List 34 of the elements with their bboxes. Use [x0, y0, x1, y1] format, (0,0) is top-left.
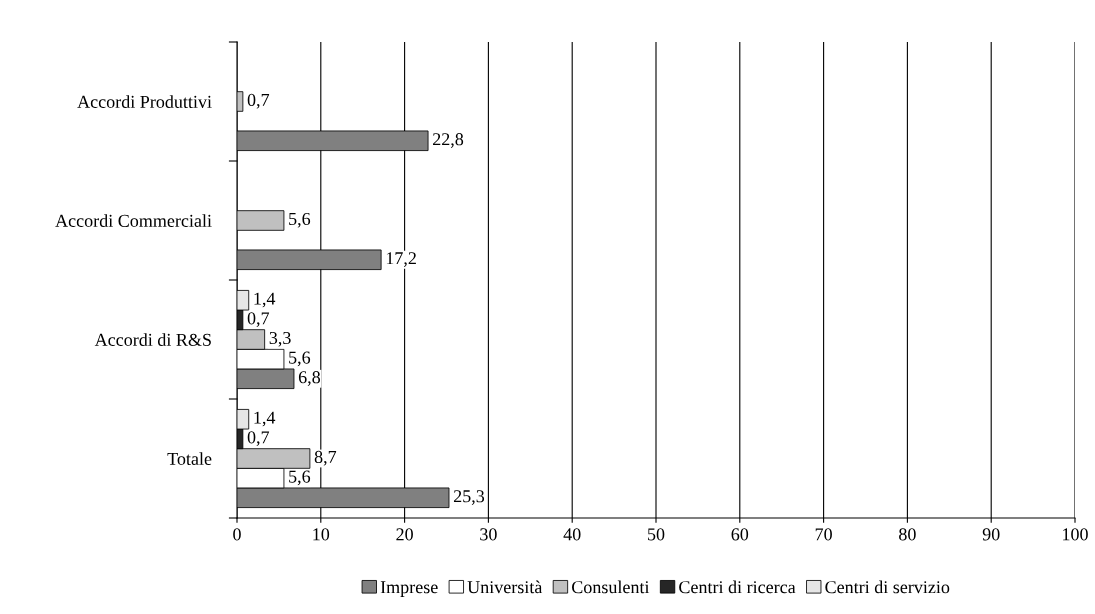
x-tick-label: 100: [1063, 528, 1088, 541]
data-label: 8,7: [314, 450, 337, 466]
x-tick-label: 40: [563, 528, 581, 541]
data-label: 17,2: [386, 252, 416, 267]
x-tick-label: 90: [982, 528, 1000, 541]
data-label: 25,3: [453, 490, 485, 505]
data-label: 1,4: [254, 292, 276, 308]
data-label: 5,6: [289, 212, 311, 228]
legend-label: Centri di servizio: [825, 580, 950, 594]
x-tick-label: 70: [815, 528, 832, 541]
legend-label: Consulenti: [572, 580, 650, 594]
x-tick-label: 0: [233, 528, 241, 541]
legend-label: Centri di ricerca: [679, 580, 796, 594]
data-label: 1,4: [254, 411, 276, 427]
data-label: 3,3: [269, 331, 291, 347]
data-label: 5,6: [289, 351, 311, 367]
y-tick-label: Accordi di R&S: [94, 333, 211, 346]
data-label: 0,7: [247, 93, 270, 109]
data-label: 22,8: [433, 133, 464, 148]
x-tick-label: 20: [396, 528, 413, 541]
x-tick-label: 10: [313, 528, 330, 541]
data-label: 0,7: [247, 312, 270, 327]
y-tick-label: Totale: [167, 452, 212, 465]
y-tick-label: Accordi Commerciali: [55, 214, 212, 227]
data-label: 6,8: [298, 371, 321, 386]
y-tick-label: Accordi Produttivi: [77, 95, 212, 108]
x-tick-label: 60: [731, 528, 749, 541]
legend-label: Università: [467, 580, 543, 594]
legend-label: Imprese: [380, 581, 438, 597]
x-tick-label: 50: [648, 528, 665, 541]
data-label: 5,6: [289, 470, 311, 486]
x-tick-label: 80: [899, 528, 916, 541]
data-label: 0,7: [247, 431, 270, 446]
x-tick-label: 30: [480, 528, 497, 541]
